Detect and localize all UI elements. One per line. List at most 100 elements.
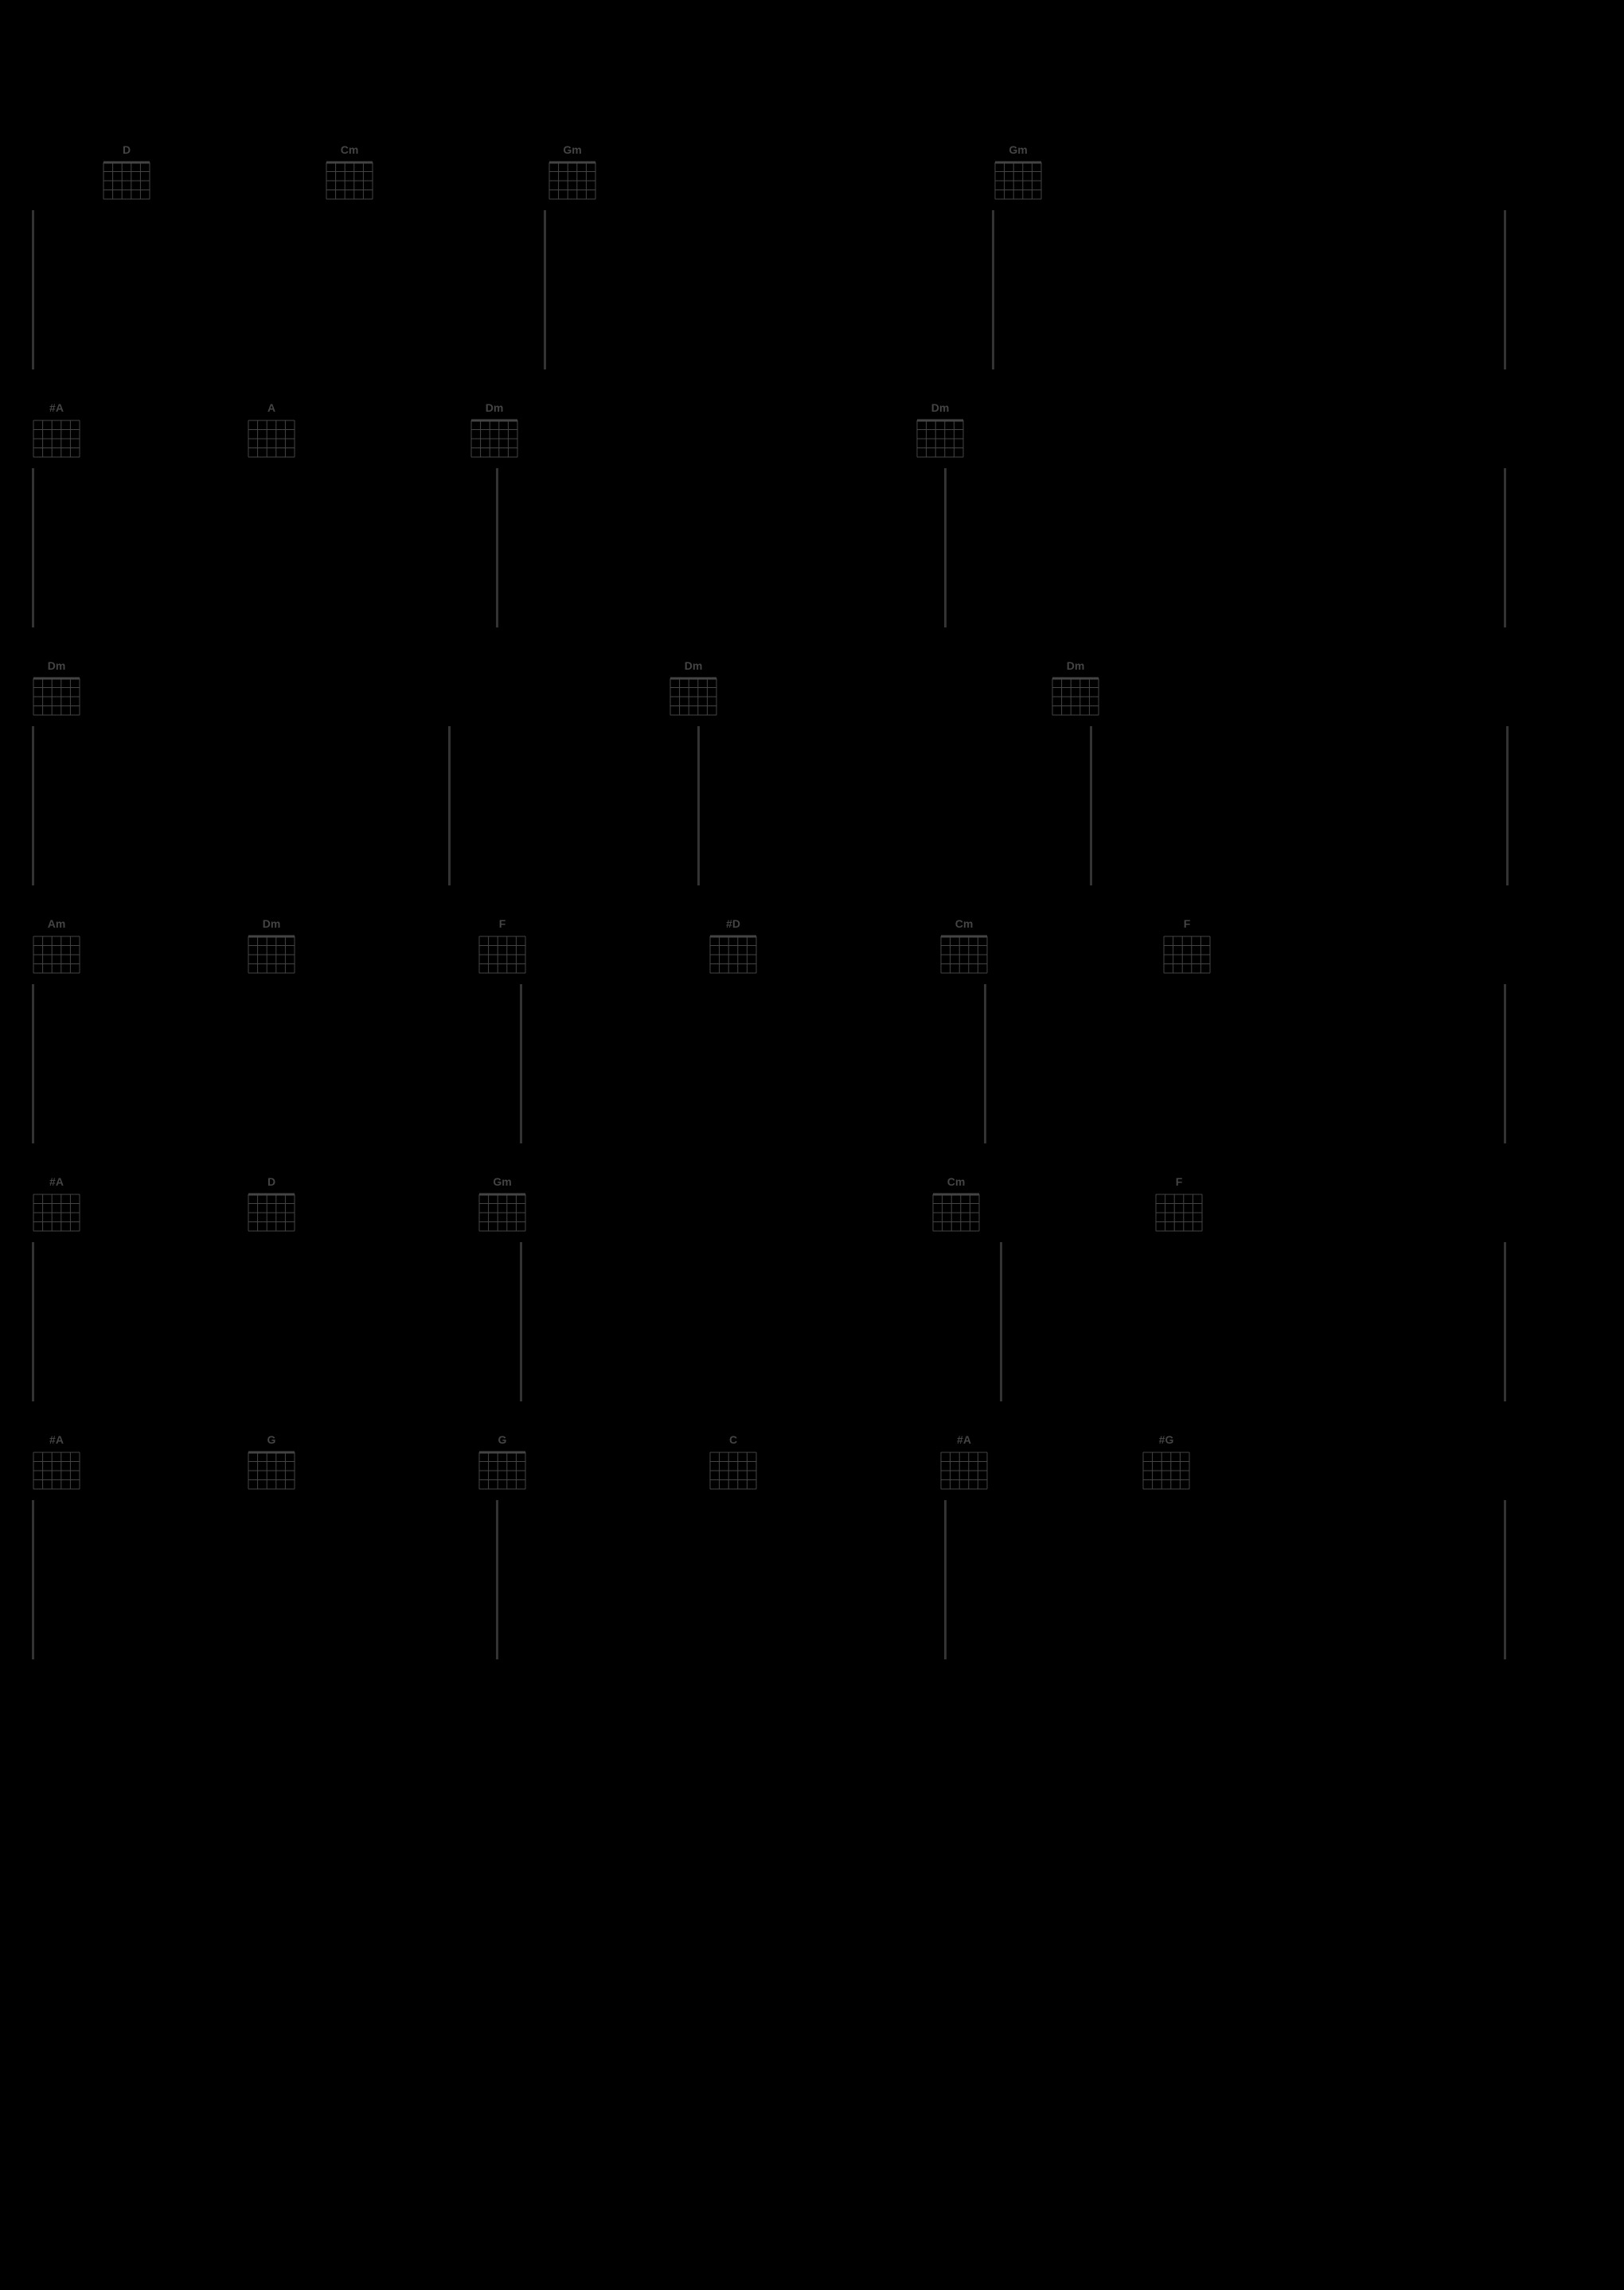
chord-label: #G — [1159, 1433, 1174, 1448]
chord-diagram: Cm — [325, 143, 374, 201]
chord-line: Am Dm F #D Cm F — [32, 917, 1592, 975]
staff-area — [32, 726, 1592, 885]
chord-diagram: Cm — [939, 917, 989, 975]
chord-grid — [470, 419, 519, 459]
chord-grid — [709, 935, 758, 975]
chord-grid — [709, 1451, 758, 1491]
chord-grid — [1051, 677, 1100, 717]
measure-bar — [1504, 468, 1506, 627]
chord-label: F — [499, 917, 506, 932]
chord-diagram: Gm — [478, 1175, 527, 1233]
chord-label: G — [498, 1433, 507, 1448]
chord-row: Dm Dm Dm — [32, 659, 1592, 885]
chord-label: Dm — [685, 659, 703, 674]
chord-grid — [32, 677, 81, 717]
chord-diagram: Gm — [994, 143, 1043, 201]
measure-bar — [1506, 726, 1509, 885]
chord-grid — [1154, 1193, 1204, 1233]
chord-grid — [939, 1451, 989, 1491]
chord-label: #D — [726, 917, 740, 932]
staff-area — [32, 1500, 1592, 1659]
spacer — [1002, 1242, 1504, 1401]
spacer — [498, 1500, 944, 1659]
chord-label: Dm — [931, 401, 950, 416]
chord-line: #A G G C #A #G — [32, 1433, 1592, 1491]
chord-label: Gm — [563, 143, 581, 158]
chord-row: D Cm Gm Gm — [32, 143, 1592, 369]
row-column: D Cm Gm Gm — [32, 143, 1592, 369]
chord-grid — [939, 935, 989, 975]
staff-area — [32, 210, 1592, 369]
spacer — [947, 468, 1504, 627]
chord-grid — [1162, 935, 1212, 975]
chord-diagram: D — [247, 1175, 296, 1233]
spacer — [34, 210, 544, 369]
chord-grid — [325, 161, 374, 201]
chord-row: #AADmDm — [32, 401, 1592, 627]
chord-grid — [32, 419, 81, 459]
measure-bar — [1504, 210, 1506, 369]
page: DCmGmGm#AADmDmDmDmDmAmDmF#DCmF#ADGmCmF#A… — [0, 0, 1624, 1723]
chord-label: Dm — [1067, 659, 1085, 674]
chord-diagram: Dm — [32, 659, 81, 717]
chord-grid — [32, 1193, 81, 1233]
chord-line: #AADmDm — [32, 401, 1592, 459]
spacer — [34, 1242, 520, 1401]
row-column: Dm Dm Dm — [32, 659, 1592, 885]
chord-diagram: Am — [32, 917, 81, 975]
chord-grid — [931, 1193, 981, 1233]
chord-diagram: Cm — [931, 1175, 981, 1233]
chord-label: D — [267, 1175, 275, 1190]
row-column: Am Dm F #D Cm F — [32, 917, 1592, 1143]
chord-grid — [478, 1451, 527, 1491]
chord-grid — [548, 161, 597, 201]
chord-diagram: Dm — [1051, 659, 1100, 717]
chord-diagram: Gm — [548, 143, 597, 201]
spacer — [700, 726, 1090, 885]
spacer — [546, 210, 992, 369]
chord-diagram: F — [1162, 917, 1212, 975]
chord-diagram: #G — [1142, 1433, 1191, 1491]
spacer — [34, 984, 520, 1143]
spacer — [994, 210, 1504, 369]
chord-diagram: F — [478, 917, 527, 975]
chord-label: Cm — [341, 143, 359, 158]
chord-label: D — [123, 143, 131, 158]
spacer — [498, 468, 944, 627]
row-column: #A D Gm Cm F — [32, 1175, 1592, 1401]
chord-grid — [247, 419, 296, 459]
chord-grid — [1142, 1451, 1191, 1491]
chord-label: #A — [49, 1175, 64, 1190]
chord-label: #A — [49, 1433, 64, 1448]
chord-grid — [247, 1193, 296, 1233]
row-column: #AADmDm — [32, 401, 1592, 627]
chord-label: #A — [49, 401, 64, 416]
spacer — [34, 1500, 496, 1659]
chord-line: #A D Gm Cm F — [32, 1175, 1592, 1233]
staff-area — [32, 1242, 1592, 1401]
chord-grid — [102, 161, 151, 201]
chord-row: #A D Gm Cm F — [32, 1175, 1592, 1401]
chord-label: #A — [957, 1433, 971, 1448]
chord-label: Am — [48, 917, 66, 932]
spacer — [522, 984, 984, 1143]
spacer — [34, 726, 448, 885]
spacer — [986, 984, 1504, 1143]
chord-label: G — [267, 1433, 276, 1448]
chord-grid — [478, 935, 527, 975]
measure-bar — [1504, 1242, 1506, 1401]
chord-label: F — [1176, 1175, 1183, 1190]
chord-diagram: F — [1154, 1175, 1204, 1233]
chord-label: Gm — [1009, 143, 1027, 158]
chord-label: Dm — [263, 917, 281, 932]
spacer — [522, 1242, 1000, 1401]
chord-grid — [994, 161, 1043, 201]
chord-label: C — [729, 1433, 737, 1448]
spacer — [34, 468, 496, 627]
chord-diagram: Dm — [669, 659, 718, 717]
chord-row: Am Dm F #D Cm F — [32, 917, 1592, 1143]
chord-diagram: #A — [32, 401, 81, 459]
chord-grid — [247, 935, 296, 975]
chord-grid — [32, 935, 81, 975]
chord-label: F — [1184, 917, 1191, 932]
